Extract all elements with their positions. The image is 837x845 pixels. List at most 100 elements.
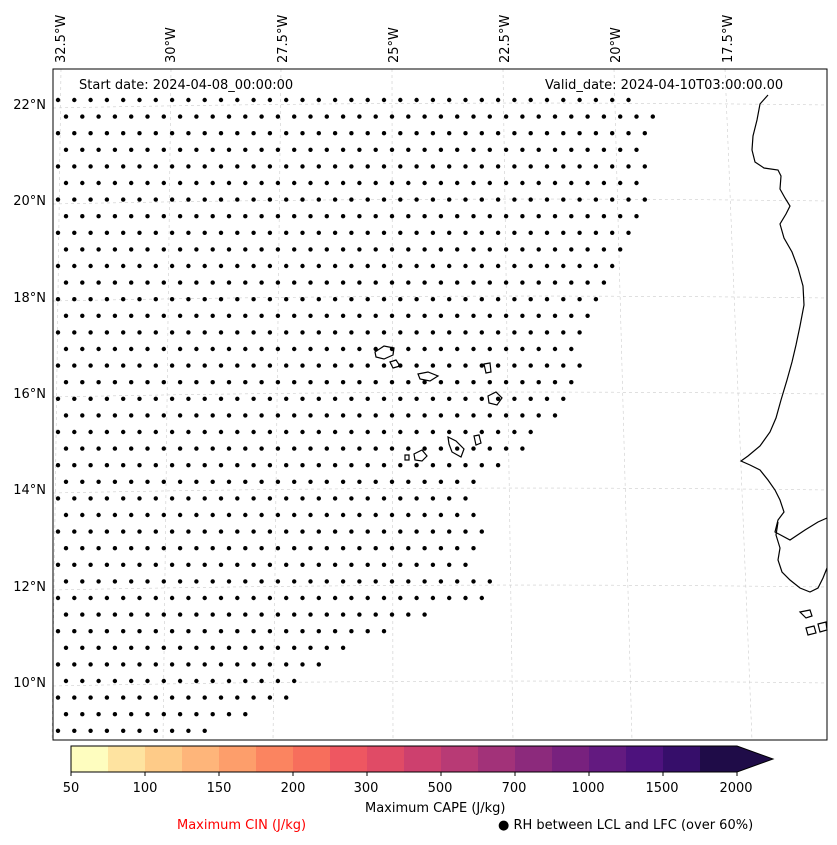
rh-dot: [104, 363, 110, 368]
lat-label-14n: 14°N: [13, 483, 46, 498]
rh-dot: [430, 97, 436, 103]
rh-dot: [471, 247, 476, 252]
rh-dot: [72, 562, 77, 567]
rh-dot: [389, 147, 395, 152]
rh-dot: [186, 662, 191, 667]
rh-dot: [267, 595, 273, 601]
rh-dot: [210, 247, 215, 252]
colorbar-bin: [330, 746, 368, 772]
rh-dot: [357, 380, 362, 385]
rh-dot: [235, 629, 240, 634]
rh-dot: [618, 180, 623, 186]
rh-dot: [438, 512, 444, 518]
rh-dot: [80, 678, 85, 684]
rh-dot: [552, 114, 558, 119]
rh-dot: [520, 280, 525, 285]
rh-dot: [569, 214, 574, 219]
rh-dot: [340, 180, 346, 186]
rh-dot: [161, 147, 166, 152]
rh-dot: [169, 164, 175, 169]
rh-dot: [202, 629, 207, 634]
rh-dot: [80, 612, 85, 617]
rh-dot: [495, 164, 501, 169]
rh-dot: [63, 446, 69, 451]
rh-dot: [487, 147, 492, 152]
rh-dot: [414, 263, 419, 269]
rh-dot: [177, 147, 183, 152]
rh-dot: [365, 496, 370, 501]
rh-dot: [284, 463, 289, 468]
rh-dot: [414, 297, 419, 302]
rh-dot: [512, 297, 517, 302]
rh-dot: [72, 396, 77, 401]
colorbar-bin: [663, 746, 701, 772]
rh-dot: [487, 214, 492, 219]
rh-dot: [340, 214, 346, 219]
rh-dot: [349, 263, 354, 269]
rh-dot: [398, 197, 403, 202]
rh-dot: [104, 230, 110, 235]
rh-dot: [137, 263, 142, 269]
rh-dot: [177, 645, 183, 650]
rh-dot: [389, 214, 395, 219]
rh-dot: [145, 413, 150, 418]
rh-dot: [88, 595, 93, 601]
rh-dot: [153, 728, 158, 733]
rh-dot: [96, 546, 101, 551]
rh-dot: [235, 496, 240, 501]
lon-label-30w: 30°W: [164, 27, 179, 63]
rh-dot: [300, 629, 305, 634]
rh-dot: [593, 297, 599, 302]
rh-dot: [104, 131, 110, 136]
rh-dot: [422, 413, 427, 418]
rh-dot: [308, 612, 313, 617]
rh-dot: [430, 197, 436, 202]
rh-dot: [381, 562, 387, 567]
rh-dot: [447, 330, 452, 335]
rh-dot: [292, 446, 297, 451]
rh-dot: [210, 678, 215, 684]
rh-dot: [267, 363, 273, 368]
rh-dot: [96, 479, 101, 484]
rh-dot: [324, 512, 329, 518]
rh-dot: [438, 380, 444, 385]
colorbar-tick: 150: [206, 781, 232, 796]
rh-dot: [177, 247, 183, 252]
colorbar-bin: [256, 746, 294, 772]
rh-dot: [137, 695, 142, 700]
rh-dot: [177, 479, 183, 484]
rh-dot: [447, 463, 452, 468]
rh-dot: [121, 562, 126, 567]
colorbar-bin: [182, 746, 220, 772]
rh-dot: [479, 529, 484, 534]
rh-dot: [194, 612, 199, 617]
rh-dot: [226, 446, 232, 451]
rh-dot: [186, 496, 191, 501]
rh-dot: [226, 479, 232, 484]
lon-label-25w: 25°W: [387, 27, 402, 63]
rh-dot: [479, 463, 484, 468]
rh-dot: [267, 463, 273, 468]
rh-dot: [55, 463, 61, 468]
rh-dot: [251, 197, 256, 202]
rh-dot: [332, 131, 338, 136]
rh-dot: [634, 114, 639, 119]
rh-dot: [186, 595, 191, 601]
rh-dot: [153, 396, 158, 401]
rh-dot: [72, 131, 77, 136]
rh-dot: [308, 280, 313, 285]
rh-dot: [243, 214, 248, 219]
rh-dot: [129, 147, 134, 152]
rh-legend-label: RH between LCL and LFC (over 60%): [513, 818, 754, 833]
rh-dot: [495, 330, 501, 335]
rh-dot: [332, 330, 338, 335]
parallel-line: [52, 295, 828, 302]
rh-dot: [202, 363, 207, 368]
rh-dot: [275, 247, 281, 252]
rh-dot: [251, 164, 256, 169]
rh-dot: [292, 313, 297, 318]
rh-dot: [72, 662, 77, 667]
rh-dot: [495, 131, 501, 136]
rh-dot: [561, 97, 566, 103]
rh-dot: [186, 197, 191, 202]
